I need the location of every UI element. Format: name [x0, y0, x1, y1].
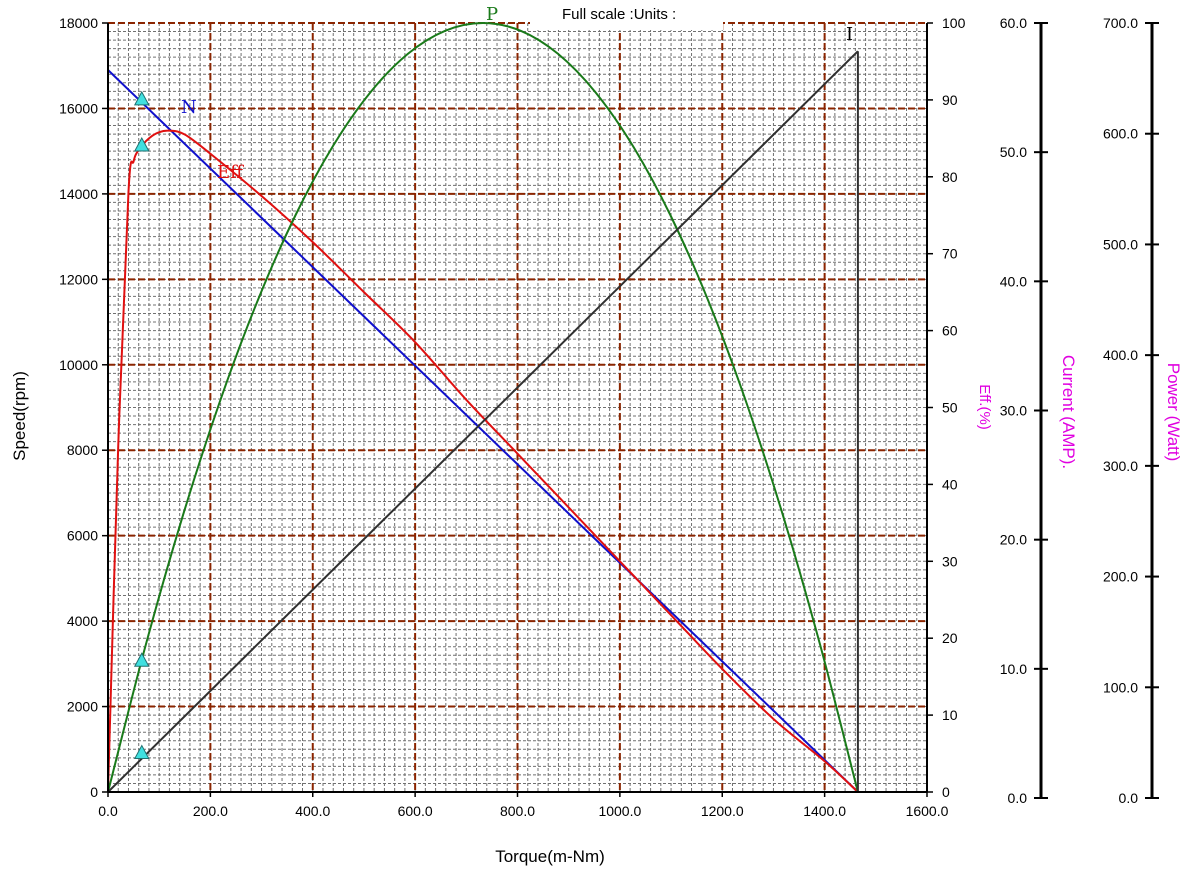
power-tick-label: 700.0 — [1103, 15, 1138, 31]
speed-axis-title: Speed(rpm) — [10, 371, 29, 461]
major-grid — [108, 22, 927, 792]
efficiency-tick-label: 0 — [942, 784, 950, 800]
speed-tick-label: 16000 — [59, 100, 98, 116]
x-tick-label: 1600.0 — [906, 803, 949, 819]
power-tick-label: 500.0 — [1103, 236, 1138, 252]
power-curve-label: P — [486, 4, 498, 25]
x-tick-label: 0.0 — [98, 803, 118, 819]
speed-tick-label: 0 — [90, 784, 98, 800]
current-tick-label: 40.0 — [1000, 273, 1027, 289]
efficiency-tick-label: 30 — [942, 553, 958, 569]
efficiency-tick-label: 20 — [942, 630, 958, 646]
speed-tick-label: 6000 — [67, 528, 98, 544]
efficiency-tick-label: 100 — [942, 15, 966, 31]
speed-tick-label: 10000 — [59, 357, 98, 373]
power-tick-label: 300.0 — [1103, 458, 1138, 474]
efficiency-curve — [107, 129, 859, 793]
speed-tick-label: 12000 — [59, 271, 98, 287]
marker-power-curve — [133, 652, 150, 667]
header-background — [530, 0, 723, 30]
power-tick-label: 400.0 — [1103, 347, 1138, 363]
x-tick-label: 400.0 — [295, 803, 330, 819]
power-axis-title: Power (Watt) — [1164, 363, 1183, 462]
minor-grid — [108, 23, 927, 792]
efficiency-tick-label: 70 — [942, 246, 958, 262]
current-curve — [107, 50, 859, 793]
power-tick-label: 200.0 — [1103, 569, 1138, 585]
x-tick-label: 1200.0 — [701, 803, 744, 819]
marker-current-curve — [133, 744, 150, 760]
current-tick-label: 0.0 — [1008, 790, 1028, 806]
chart-header: Full scale :Units : — [562, 6, 676, 23]
current-tick-label: 60.0 — [1000, 15, 1027, 31]
marker-speed-curve — [133, 90, 150, 106]
efficiency-tick-label: 80 — [942, 169, 958, 185]
speed-tick-label: 14000 — [59, 186, 98, 202]
x-tick-label: 1000.0 — [598, 803, 641, 819]
current-tick-label: 50.0 — [1000, 144, 1027, 160]
efficiency-tick-label: 60 — [942, 323, 958, 339]
current-axis-title: Current (AMP). — [1059, 355, 1078, 469]
power-tick-label: 100.0 — [1103, 679, 1138, 695]
power-tick-label: 0.0 — [1119, 790, 1139, 806]
marker-layer — [133, 90, 150, 760]
efficiency-tick-label: 10 — [942, 707, 958, 723]
speed-curve — [107, 69, 859, 793]
speed-tick-label: 2000 — [67, 699, 98, 715]
power-tick-label: 600.0 — [1103, 126, 1138, 142]
speed-curve-label: N — [181, 97, 197, 118]
efficiency-curve-label: Eff — [217, 162, 244, 183]
x-tick-label: 1400.0 — [803, 803, 846, 819]
speed-tick-label: 8000 — [67, 442, 98, 458]
power-curve — [107, 21, 859, 793]
current-tick-label: 10.0 — [1000, 661, 1027, 677]
efficiency-tick-label: 40 — [942, 476, 958, 492]
marker-efficiency-curve — [133, 136, 150, 152]
x-tick-label: 600.0 — [398, 803, 433, 819]
x-tick-label: 800.0 — [500, 803, 535, 819]
current-tick-label: 20.0 — [1000, 532, 1027, 548]
current-tick-label: 30.0 — [1000, 403, 1027, 419]
efficiency-axis-title: Eff.(%) — [976, 384, 993, 430]
x-axis-title: Torque(m-Nm) — [495, 847, 605, 866]
efficiency-tick-label: 90 — [942, 92, 958, 108]
x-tick-label: 200.0 — [193, 803, 228, 819]
speed-tick-label: 18000 — [59, 15, 98, 31]
efficiency-tick-label: 50 — [942, 400, 958, 416]
speed-tick-label: 4000 — [67, 613, 98, 629]
series-layer — [107, 21, 859, 793]
axes-layer: 0.0 200.0 400.0 600.0 800.0 1000.0 1200.0 1400.… — [59, 0, 1159, 819]
current-curve-label: I — [846, 24, 853, 45]
